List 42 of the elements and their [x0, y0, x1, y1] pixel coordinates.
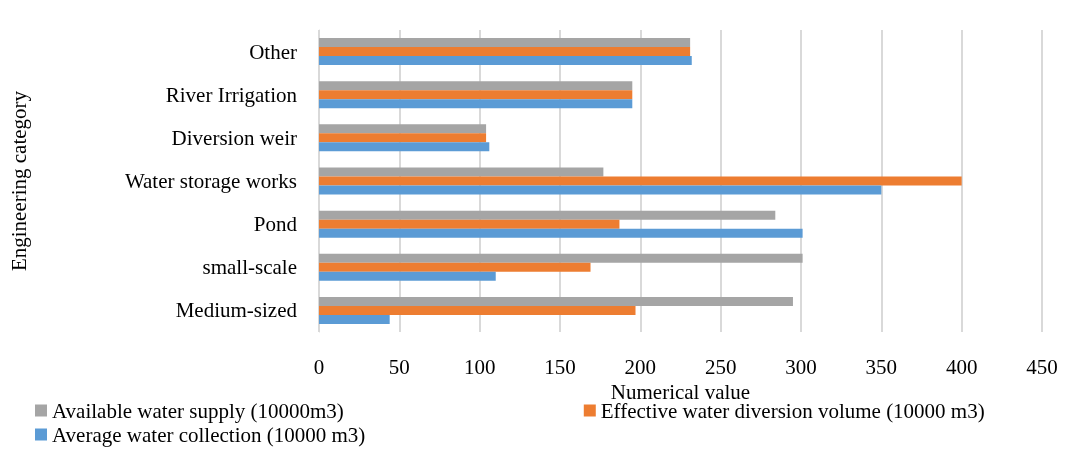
bar — [319, 253, 803, 263]
x-tick-label: 250 — [704, 354, 737, 379]
y-axis-title: Engineering category — [6, 90, 31, 272]
bar — [319, 47, 691, 57]
x-tick-label: 50 — [388, 354, 410, 379]
y-tick-label: Other — [249, 39, 297, 64]
x-tick-label: 200 — [624, 354, 657, 379]
x-tick-label: 300 — [785, 354, 817, 379]
bar — [319, 124, 487, 134]
y-tick-label: Medium-sized — [175, 298, 298, 323]
bar — [319, 271, 496, 281]
bar — [319, 176, 962, 186]
y-tick-label: River Irrigation — [165, 82, 298, 107]
legend-label: Average water collection (10000 m3) — [52, 422, 366, 447]
bar — [319, 296, 793, 306]
x-tick-label: 0 — [313, 354, 325, 379]
y-tick-label: Diversion weir — [171, 125, 297, 150]
bar — [319, 99, 633, 109]
bar — [319, 81, 633, 91]
bar — [319, 210, 776, 220]
x-tick-label: 350 — [865, 354, 898, 379]
y-tick-label: Water storage works — [124, 169, 297, 193]
bar — [319, 38, 691, 48]
x-tick-label: 100 — [463, 354, 496, 379]
bar — [319, 262, 591, 272]
y-tick-label: small-scale — [202, 255, 297, 280]
bar — [319, 133, 487, 143]
bar — [319, 185, 882, 195]
x-tick-label: 450 — [1026, 354, 1058, 379]
y-tick-label: Pond — [253, 212, 298, 237]
bar — [319, 142, 490, 152]
x-tick-label: 400 — [945, 354, 978, 379]
legend-label: Effective water diversion volume (10000 m3) — [600, 398, 985, 423]
bar — [319, 167, 604, 177]
bar — [319, 219, 620, 229]
bar — [319, 90, 633, 100]
x-tick-label: 150 — [544, 354, 576, 379]
bar — [319, 228, 803, 238]
bar — [319, 305, 636, 315]
bar — [319, 314, 390, 324]
bar — [319, 56, 692, 66]
legend-label: Available water supply (10000m3) — [52, 398, 344, 423]
